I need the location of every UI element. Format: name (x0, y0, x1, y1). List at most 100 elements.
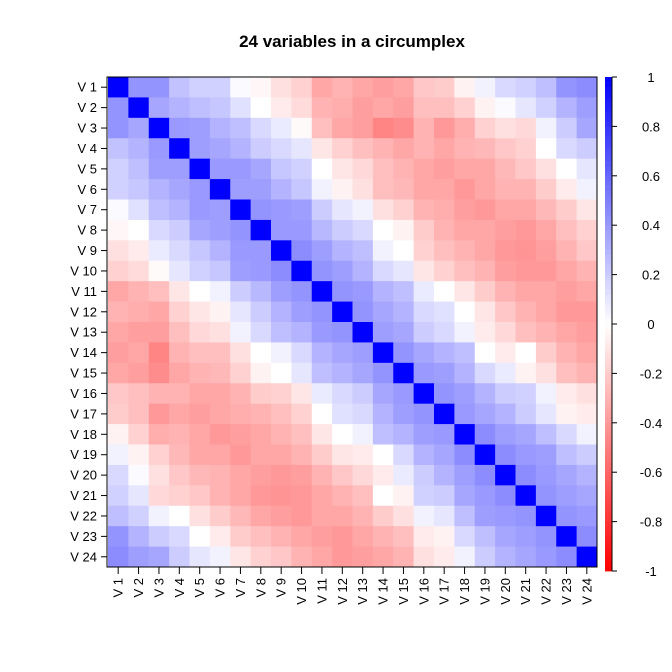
plot-border (106, 76, 598, 568)
heatmap-cell (230, 485, 252, 507)
y-tick-label: V 8 (77, 223, 97, 238)
heatmap-cell (495, 97, 517, 119)
heatmap-cell (413, 199, 435, 221)
heatmap-cell (230, 199, 252, 221)
heatmap-cell (291, 485, 313, 507)
heatmap-cell (250, 240, 272, 262)
heatmap-cell (352, 403, 374, 425)
heatmap-cell (434, 97, 455, 119)
colorbar-segment (605, 294, 612, 300)
heatmap-cell (189, 403, 211, 425)
heatmap-cell (108, 158, 129, 180)
heatmap-cell (474, 403, 496, 425)
heatmap-cell (230, 342, 252, 364)
heatmap-cell (108, 97, 129, 119)
colorbar-segment (605, 121, 612, 127)
heatmap-cell (515, 219, 537, 241)
heatmap-cell (393, 424, 415, 445)
heatmap-cell (413, 342, 435, 364)
colorbar-segment (605, 205, 612, 211)
heatmap-cell (576, 97, 598, 119)
heatmap-cell (291, 77, 313, 98)
heatmap-cell (372, 158, 394, 180)
heatmap-cell (535, 342, 557, 364)
heatmap-cell (474, 77, 496, 98)
heatmap-cell (434, 424, 455, 445)
colorbar-segment (605, 304, 612, 310)
heatmap-cell (372, 219, 394, 241)
heatmap-cell (209, 464, 231, 486)
colorbar-segment (605, 254, 612, 261)
colorbar-segment (605, 566, 612, 572)
colorbar-segment (605, 358, 612, 364)
heatmap-cell (352, 362, 374, 384)
colorbar-segment (605, 185, 612, 192)
heatmap-cell (576, 444, 598, 466)
heatmap-cell (230, 281, 252, 303)
heatmap-cell (332, 505, 354, 527)
x-axis: V 1 V 2 V 3 V 4 V 5 V 6 V 7 V 8 V 9 V 10 V 11 V 12 V… (111, 567, 594, 605)
heatmap-cell (332, 546, 354, 568)
colorbar-segment (605, 368, 612, 374)
heatmap-cell (209, 403, 231, 425)
x-tick-label: V 17 (437, 578, 452, 605)
heatmap-cell (169, 260, 191, 282)
heatmap-cell (393, 322, 415, 343)
heatmap-cell (209, 117, 231, 139)
heatmap-cell (413, 260, 435, 282)
heatmap-cell (250, 158, 272, 180)
heatmap-cell (148, 97, 170, 119)
heatmap-cell (209, 301, 231, 323)
heatmap-cell (556, 158, 578, 180)
heatmap-cell (413, 403, 435, 425)
heatmap-cell (474, 117, 496, 139)
heatmap-cell (108, 117, 129, 139)
chart-title: 24 variables in a circumplex (239, 32, 465, 51)
heatmap-cell (311, 301, 333, 323)
heatmap-cell (291, 362, 313, 384)
heatmap-cell (413, 97, 435, 119)
heatmap-cell (332, 362, 354, 384)
heatmap-cell (372, 77, 394, 98)
heatmap-cell (535, 179, 557, 200)
heatmap-cell (495, 464, 517, 486)
y-tick-label: V 13 (70, 325, 97, 340)
heatmap-cell (128, 158, 150, 180)
heatmap-cell (474, 179, 496, 200)
heatmap-cell (393, 138, 415, 160)
colorbar-segment (605, 353, 612, 359)
heatmap-cell (454, 403, 476, 425)
heatmap-cell (148, 526, 170, 548)
x-tick-label: V 16 (416, 578, 431, 605)
heatmap-cell (474, 240, 496, 262)
heatmap-cell (393, 240, 415, 262)
heatmap-cell (108, 138, 129, 160)
heatmap-cell (413, 158, 435, 180)
heatmap-cell (128, 240, 150, 262)
heatmap-cell (108, 77, 129, 98)
heatmap-cell (413, 301, 435, 323)
heatmap-cell (515, 383, 537, 405)
heatmap-cell (291, 403, 313, 425)
heatmap-cell (209, 424, 231, 445)
x-tick-label: V 9 (274, 578, 289, 598)
heatmap-cell (291, 464, 313, 486)
heatmap-cell (576, 546, 598, 568)
heatmap-cell (413, 322, 435, 343)
heatmap-cell (291, 97, 313, 119)
heatmap-cell (454, 322, 476, 343)
heatmap-cell (352, 526, 374, 548)
heatmap-cell (454, 240, 476, 262)
y-tick-label: V 6 (77, 182, 97, 197)
heatmap-cell (393, 362, 415, 384)
colorbar-segment (605, 363, 612, 369)
heatmap-cell (209, 97, 231, 119)
heatmap-cell (474, 219, 496, 241)
heatmap-cell (209, 158, 231, 180)
colorbar-segment (605, 452, 612, 458)
heatmap-cell (495, 138, 517, 160)
heatmap-cell (372, 322, 394, 343)
heatmap-cell (454, 77, 476, 98)
heatmap-cell (393, 403, 415, 425)
heatmap-cell (148, 322, 170, 343)
